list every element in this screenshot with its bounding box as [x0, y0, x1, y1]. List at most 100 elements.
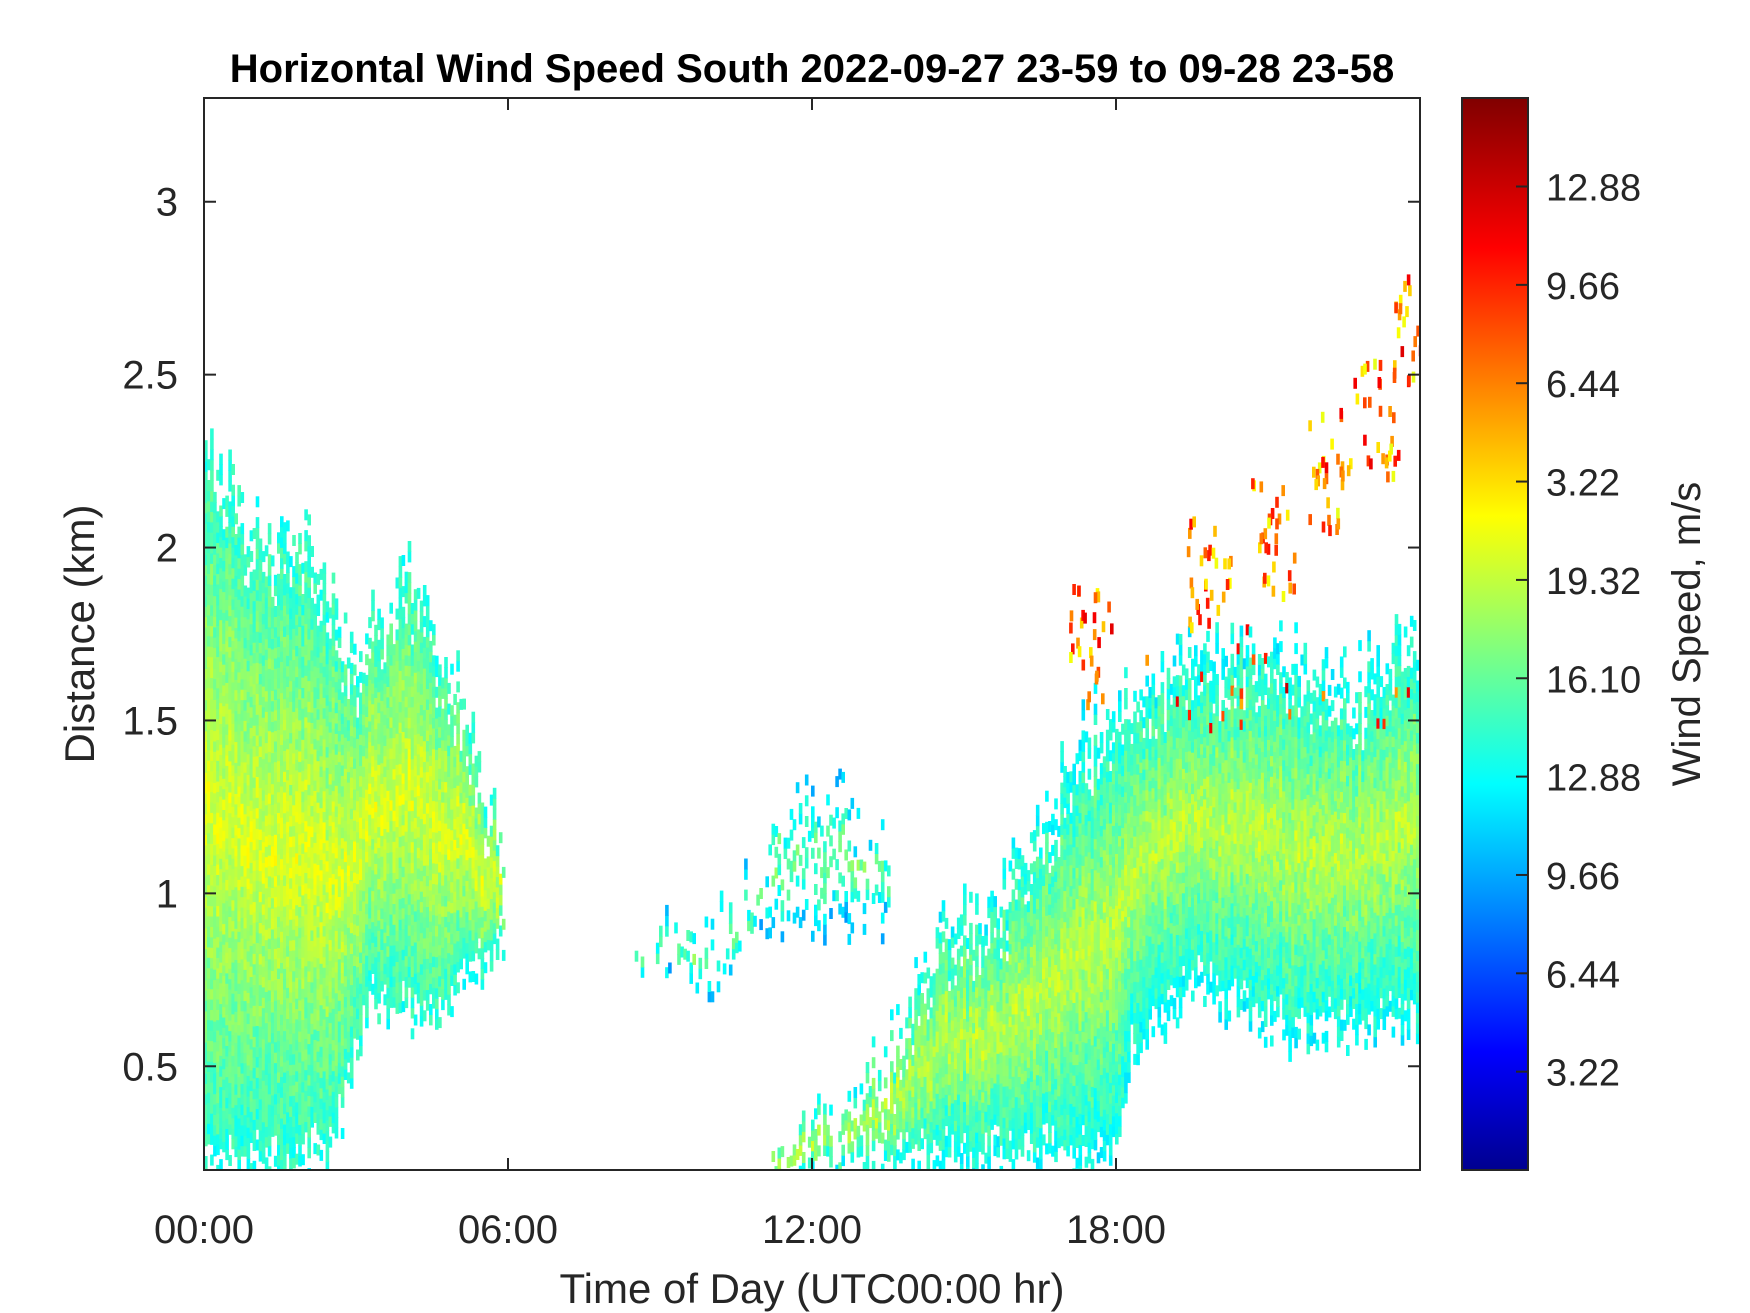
heatmap-cell	[277, 916, 281, 928]
heatmap-cell	[331, 832, 336, 843]
heatmap-cell	[835, 890, 839, 902]
heatmap-cell	[289, 1157, 293, 1169]
heatmap-cell	[462, 740, 466, 752]
heatmap-cell	[844, 808, 848, 819]
heatmap-cell	[450, 933, 454, 945]
heatmap-cell	[401, 606, 406, 618]
heatmap-cell	[204, 606, 208, 618]
heatmap-cell	[844, 901, 848, 913]
heatmap-cell	[222, 933, 226, 945]
heatmap-cell	[261, 976, 266, 988]
heatmap-cell	[289, 857, 293, 868]
heatmap-cell	[340, 972, 345, 984]
heatmap-cell	[926, 1164, 931, 1170]
heatmap-cell	[298, 927, 302, 939]
heatmap-cell	[422, 657, 427, 669]
heatmap-cell	[210, 667, 214, 678]
heatmap-cell	[228, 532, 232, 544]
heatmap-cell	[389, 706, 393, 718]
heatmap-cell	[270, 617, 275, 629]
heatmap-cell	[261, 945, 266, 957]
heatmap-cell	[841, 813, 845, 825]
heatmap-cell	[228, 926, 232, 938]
heatmap-cell	[447, 859, 451, 871]
heatmap-cell	[283, 978, 287, 990]
heatmap-cell	[213, 585, 217, 597]
heatmap-cell	[362, 693, 366, 705]
heatmap-cell	[304, 1017, 308, 1029]
heatmap-cell	[261, 935, 266, 946]
heatmap-cell	[243, 668, 248, 680]
heatmap-cell	[298, 958, 302, 970]
heatmap-cell	[432, 914, 436, 926]
heatmap-cell	[298, 813, 302, 825]
heatmap-cell	[865, 878, 870, 890]
heatmap-cell	[704, 958, 709, 969]
heatmap-cell	[280, 723, 284, 735]
heatmap-cell	[377, 982, 381, 994]
heatmap-cell	[337, 813, 342, 825]
heatmap-cell	[249, 1080, 254, 1092]
heatmap-cell	[222, 809, 226, 821]
heatmap-cell	[802, 1173, 806, 1184]
heatmap-cell	[328, 877, 333, 889]
heatmap-cell	[216, 511, 220, 523]
heatmap-cell	[419, 694, 424, 705]
heatmap-cell	[286, 769, 290, 781]
heatmap-cell	[920, 1117, 924, 1129]
heatmap-cell	[386, 769, 390, 781]
heatmap-cell	[914, 988, 918, 1000]
heatmap-cell	[349, 828, 354, 840]
heatmap-cell	[292, 929, 296, 941]
heatmap-cell	[413, 682, 418, 694]
heatmap-cell	[216, 1123, 220, 1135]
heatmap-cell	[234, 1104, 238, 1116]
heatmap-cell	[401, 721, 406, 732]
heatmap-cell	[883, 1108, 888, 1120]
heatmap-cell	[401, 555, 406, 566]
heatmap-cell	[301, 749, 305, 761]
heatmap-cell	[280, 516, 284, 528]
heatmap-cell	[450, 871, 454, 883]
heatmap-cell	[261, 675, 266, 687]
heatmap-cell	[444, 823, 448, 834]
heatmap-cell	[243, 1093, 248, 1105]
heatmap-cell	[216, 884, 220, 896]
heatmap-cell	[240, 595, 245, 607]
heatmap-cell	[246, 743, 251, 755]
heatmap-cell	[213, 1031, 217, 1043]
heatmap-cell	[237, 765, 241, 777]
heatmap-cell	[307, 867, 311, 879]
heatmap-cell	[410, 1028, 415, 1040]
heatmap-cell	[292, 835, 296, 847]
heatmap-cell	[425, 605, 430, 617]
heatmap-cell	[938, 1077, 943, 1089]
heatmap-cell	[252, 1077, 257, 1089]
heatmap-cell	[456, 837, 460, 848]
heatmap-cell	[322, 832, 327, 844]
heatmap-cell	[343, 768, 348, 780]
heatmap-cell	[340, 723, 345, 735]
heatmap-cell	[243, 554, 248, 566]
heatmap-cell	[231, 650, 235, 662]
heatmap-cell	[932, 1118, 937, 1130]
heatmap-cell	[374, 770, 378, 781]
heatmap-cell	[914, 1102, 918, 1114]
heatmap-cell	[343, 903, 348, 914]
heatmap-cell	[310, 1044, 314, 1055]
heatmap-cell	[286, 613, 290, 625]
heatmap-cell	[204, 647, 208, 659]
heatmap-cell	[289, 888, 293, 900]
heatmap-cell	[920, 1013, 924, 1025]
heatmap-cell	[225, 651, 229, 663]
heatmap-cell	[270, 908, 275, 920]
heatmap-cell	[283, 947, 287, 959]
heatmap-cell	[413, 609, 418, 621]
heatmap-cell	[225, 1086, 229, 1098]
heatmap-cell	[316, 1103, 321, 1114]
heatmap-cell	[759, 919, 763, 931]
heatmap-cell	[811, 827, 815, 839]
heatmap-cell	[432, 676, 436, 687]
heatmap-cell	[277, 822, 281, 834]
heatmap-cell	[295, 956, 299, 968]
